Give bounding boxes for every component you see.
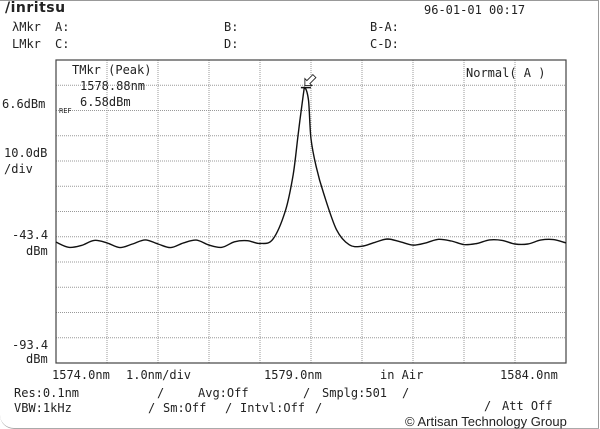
interval: Intvl:Off [240,401,306,415]
y-center-unit: dBm [26,244,48,258]
marker-b: B: [224,20,239,34]
datetime: 96-01-01 00:17 [424,3,526,17]
separator: / [303,386,311,400]
trace-marker-title: TMkr (Peak) [72,63,152,77]
marker-b-a: B-A: [370,20,399,34]
separator: / [315,401,323,415]
ref-level: 6.6dBm [2,97,46,111]
spectrum-trace [55,86,567,249]
marker-c: C: [55,37,70,51]
separator: / [148,401,156,415]
y-bottom: -93.4 [12,338,49,352]
watermark: © Artisan Technology Group [405,414,567,429]
resolution: Res:0.1nm [14,386,80,400]
y-center: -43.4 [12,228,49,242]
plot-grid [56,60,566,363]
separator: / [402,386,410,400]
ref-indicator: REF [59,107,72,115]
marker-d: D: [224,37,239,51]
y-scale: 10.0dB [4,146,48,160]
separator: / [225,401,233,415]
anritsu-logo: /inritsu [5,0,66,16]
trace-mode: Normal( A ) [466,66,546,80]
lambda-marker-label: λMkr [12,20,41,34]
attenuator: Att Off [502,399,553,413]
x-center: 1579.0nm [264,368,322,382]
trace-marker-level: 6.58dBm [80,95,131,109]
x-start: 1574.0nm [52,368,110,382]
x-stop: 1584.0nm [500,368,558,382]
peak-marker-icon [300,73,317,89]
marker-a: A: [55,20,70,34]
averaging: Avg:Off [198,386,249,400]
level-marker-label: LMkr [12,37,41,51]
marker-c-d: C-D: [370,37,399,51]
vbw: VBW:1kHz [14,401,72,415]
y-bottom-unit: dBm [26,352,48,366]
smoothing: Sm:Off [163,401,207,415]
y-scale-unit: /div [4,162,33,176]
separator: / [484,399,492,413]
x-span-per-div: 1.0nm/div [126,368,192,382]
separator: / [157,386,165,400]
trace-marker-wavelength: 1578.88nm [80,79,146,93]
sampling: Smplg:501 [322,386,388,400]
plot-border [55,59,567,364]
x-medium: in Air [380,368,424,382]
peak-marker-arrow [304,73,317,87]
